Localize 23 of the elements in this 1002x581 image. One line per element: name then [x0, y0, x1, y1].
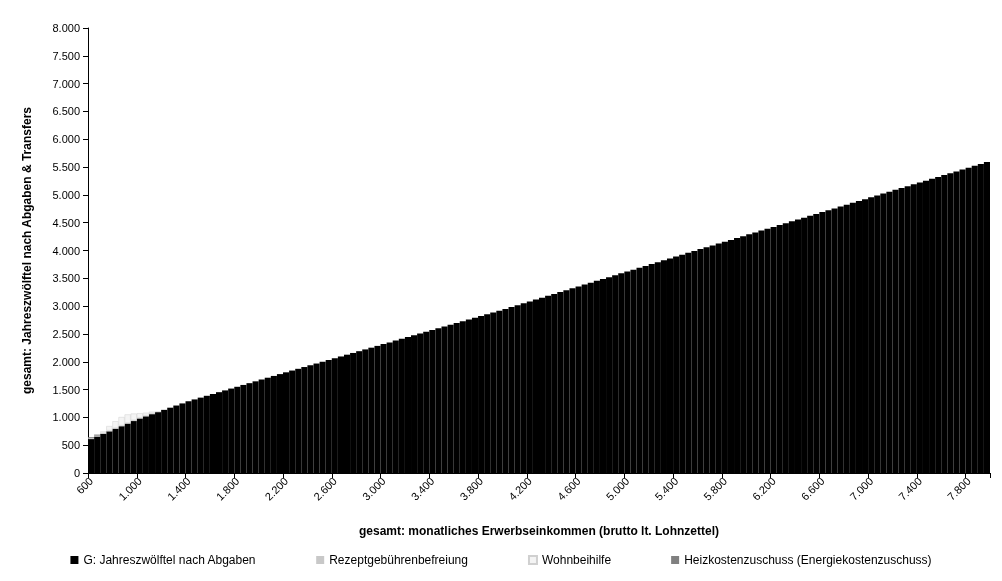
y-tick-label: 6.000 — [52, 133, 80, 146]
y-tick-label: 1.000 — [52, 411, 80, 424]
y-tick-label: 2.500 — [52, 327, 80, 340]
legend-label: Rezeptgebührenbefreiung — [329, 553, 468, 567]
y-tick-label: 5.500 — [52, 161, 80, 174]
legend-label: Heizkostenzuschuss (Energiekostenzuschuss) — [684, 553, 932, 567]
y-tick-label: 4.000 — [52, 244, 80, 257]
y-tick-label: 8.000 — [52, 22, 80, 34]
legend-label: Wohnbeihilfe — [541, 553, 612, 567]
y-tick-label: 4.500 — [52, 216, 80, 229]
y-tick-label: 500 — [61, 439, 80, 452]
y-tick-label: 2.000 — [52, 355, 80, 368]
legend-label: G: Jahreszwölftel nach Abgaben — [83, 553, 256, 567]
y-tick-label: 6.500 — [52, 105, 80, 118]
y-tick-label: 5.000 — [52, 188, 80, 201]
y-tick-label: 7.500 — [52, 49, 80, 62]
y-axis-title: gesamt: Jahreszwölftel nach Abgaben & Transfers — [20, 106, 34, 394]
y-tick-label: 0 — [73, 467, 80, 479]
y-tick-label: 7.000 — [52, 77, 80, 90]
y-tick-label: 3.500 — [52, 272, 80, 285]
y-tick-label: 1.500 — [52, 383, 80, 396]
y-tick-label: 3.000 — [52, 300, 80, 313]
x-axis-title: gesamt: monatliches Erwerbseinkommen (brutto lt. Lohnzettel) — [358, 524, 720, 538]
